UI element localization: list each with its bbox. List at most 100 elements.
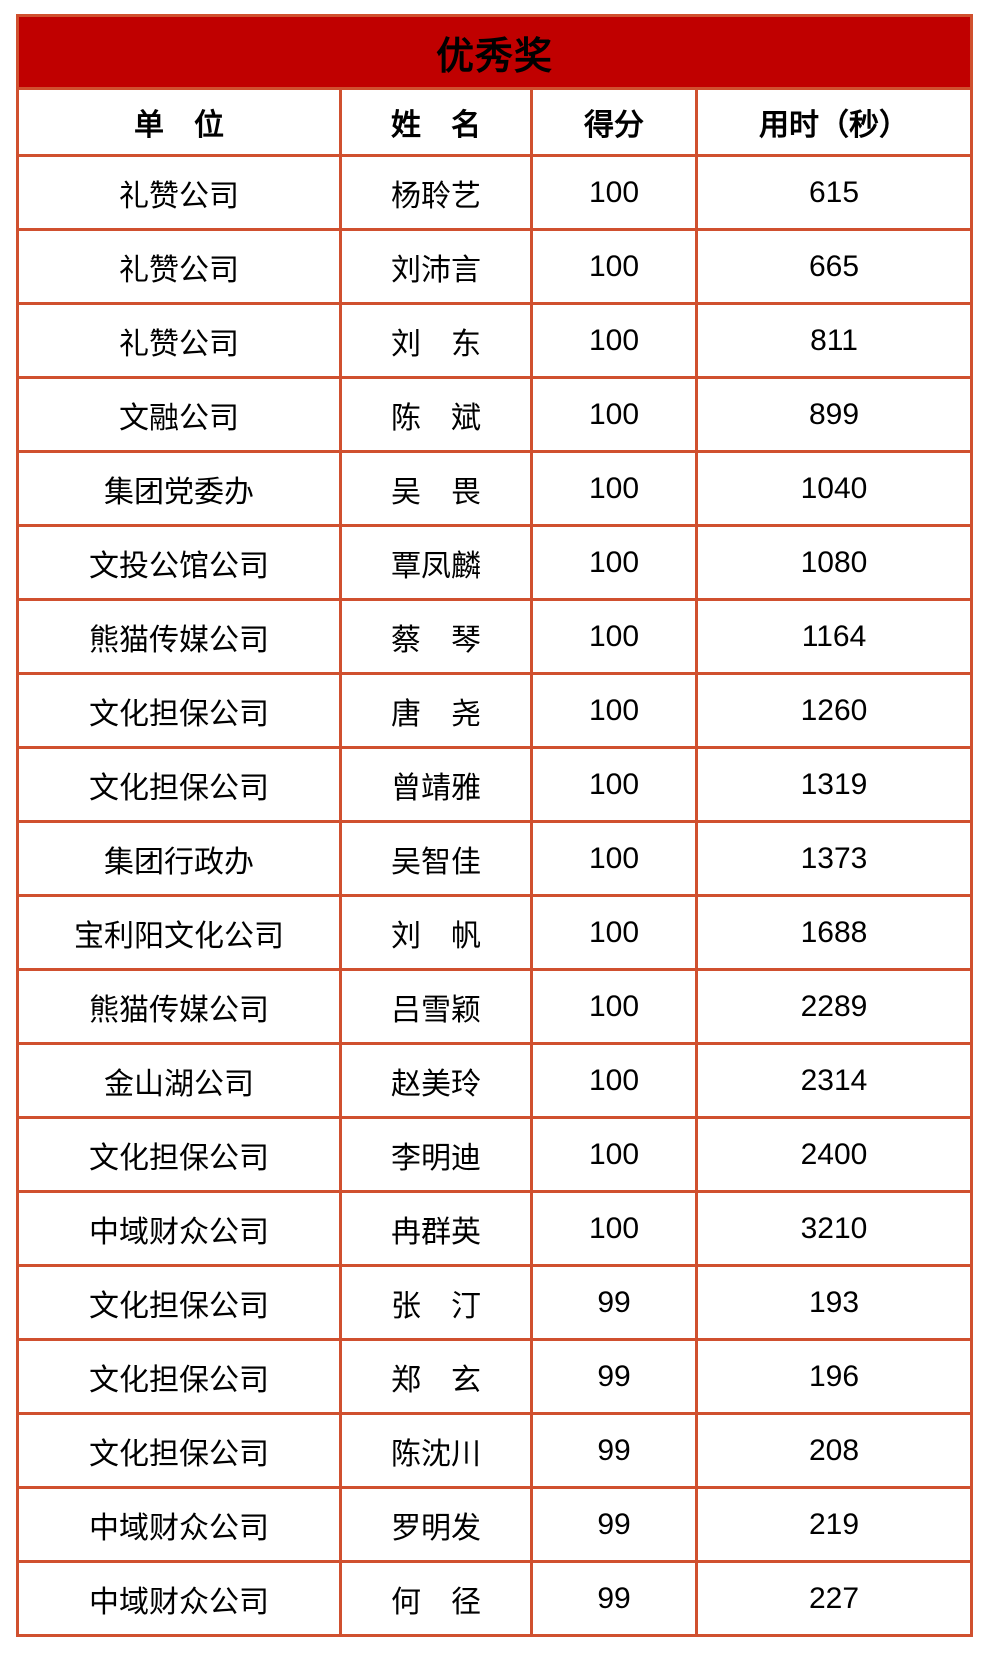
cell-score: 100: [530, 154, 698, 231]
header-row: 单 位 姓 名 得分 用时（秒）: [16, 87, 974, 157]
table-body: 礼赞公司 杨聆艺 100 615 礼赞公司 刘沛言 100 665 礼赞公司 刘…: [16, 154, 974, 1637]
table-row: 中域财众公司 何 径 99 227: [16, 1560, 974, 1637]
cell-unit: 中域财众公司: [16, 1486, 342, 1563]
cell-score: 99: [530, 1412, 698, 1489]
cell-name: 杨聆艺: [339, 154, 533, 231]
cell-time: 219: [694, 1486, 974, 1563]
column-header-time: 用时（秒）: [694, 87, 974, 157]
table-title: 优秀奖: [15, 14, 974, 90]
cell-time: 665: [694, 228, 974, 305]
table-row: 文化担保公司 陈沈川 99 208: [16, 1412, 974, 1489]
table-row: 熊猫传媒公司 蔡 琴 100 1164: [16, 598, 974, 675]
cell-time: 196: [694, 1338, 974, 1415]
cell-time: 1319: [694, 746, 974, 823]
cell-score: 100: [530, 450, 698, 527]
cell-unit: 礼赞公司: [16, 154, 342, 231]
cell-score: 99: [530, 1338, 698, 1415]
cell-time: 2289: [694, 968, 974, 1045]
cell-score: 100: [530, 1042, 698, 1119]
table-row: 文化担保公司 李明迪 100 2400: [16, 1116, 974, 1193]
cell-time: 811: [694, 302, 974, 379]
cell-time: 615: [694, 154, 974, 231]
table-row: 文化担保公司 张 汀 99 193: [16, 1264, 974, 1341]
cell-score: 99: [530, 1560, 698, 1637]
cell-score: 99: [530, 1486, 698, 1563]
cell-name: 张 汀: [339, 1264, 533, 1341]
cell-name: 冉群英: [339, 1190, 533, 1267]
cell-score: 100: [530, 894, 698, 971]
cell-unit: 文化担保公司: [16, 672, 342, 749]
cell-unit: 文化担保公司: [16, 1264, 342, 1341]
cell-unit: 文化担保公司: [16, 1116, 342, 1193]
cell-unit: 礼赞公司: [16, 228, 342, 305]
cell-name: 陈沈川: [339, 1412, 533, 1489]
cell-score: 100: [530, 820, 698, 897]
cell-unit: 文投公馆公司: [16, 524, 342, 601]
cell-time: 1164: [694, 598, 974, 675]
cell-score: 100: [530, 672, 698, 749]
cell-score: 100: [530, 524, 698, 601]
cell-score: 99: [530, 1264, 698, 1341]
cell-time: 2314: [694, 1042, 974, 1119]
cell-unit: 文化担保公司: [16, 1338, 342, 1415]
cell-name: 刘 东: [339, 302, 533, 379]
title-row: 优秀奖: [15, 14, 974, 90]
table-row: 文化担保公司 郑 玄 99 196: [16, 1338, 974, 1415]
column-header-unit: 单 位: [16, 87, 342, 157]
cell-unit: 宝利阳文化公司: [16, 894, 342, 971]
cell-unit: 文化担保公司: [16, 746, 342, 823]
cell-unit: 礼赞公司: [16, 302, 342, 379]
cell-name: 刘 帆: [339, 894, 533, 971]
cell-name: 李明迪: [339, 1116, 533, 1193]
cell-unit: 文化担保公司: [16, 1412, 342, 1489]
cell-name: 吴智佳: [339, 820, 533, 897]
table-row: 集团行政办 吴智佳 100 1373: [16, 820, 974, 897]
cell-name: 蔡 琴: [339, 598, 533, 675]
cell-time: 193: [694, 1264, 974, 1341]
cell-score: 100: [530, 376, 698, 453]
table-row: 礼赞公司 刘 东 100 811: [16, 302, 974, 379]
cell-unit: 集团行政办: [16, 820, 342, 897]
table-row: 文化担保公司 唐 尧 100 1260: [16, 672, 974, 749]
table-row: 礼赞公司 刘沛言 100 665: [16, 228, 974, 305]
cell-unit: 集团党委办: [16, 450, 342, 527]
award-table: 优秀奖 单 位 姓 名 得分 用时（秒） 礼赞公司 杨聆艺 100 615 礼赞…: [15, 14, 974, 1637]
cell-score: 100: [530, 598, 698, 675]
cell-unit: 金山湖公司: [16, 1042, 342, 1119]
table-row: 文化担保公司 曾靖雅 100 1319: [16, 746, 974, 823]
cell-time: 1260: [694, 672, 974, 749]
cell-name: 罗明发: [339, 1486, 533, 1563]
cell-name: 赵美玲: [339, 1042, 533, 1119]
table-row: 礼赞公司 杨聆艺 100 615: [16, 154, 974, 231]
column-header-score: 得分: [530, 87, 698, 157]
cell-unit: 熊猫传媒公司: [16, 968, 342, 1045]
table-row: 熊猫传媒公司 吕雪颖 100 2289: [16, 968, 974, 1045]
cell-score: 100: [530, 1190, 698, 1267]
cell-name: 唐 尧: [339, 672, 533, 749]
table-row: 金山湖公司 赵美玲 100 2314: [16, 1042, 974, 1119]
column-header-name: 姓 名: [339, 87, 533, 157]
cell-name: 曾靖雅: [339, 746, 533, 823]
table-row: 文融公司 陈 斌 100 899: [16, 376, 974, 453]
cell-name: 覃凤麟: [339, 524, 533, 601]
cell-score: 100: [530, 1116, 698, 1193]
cell-unit: 中域财众公司: [16, 1560, 342, 1637]
cell-name: 吴 畏: [339, 450, 533, 527]
cell-time: 1688: [694, 894, 974, 971]
cell-time: 1373: [694, 820, 974, 897]
table-row: 中域财众公司 罗明发 99 219: [16, 1486, 974, 1563]
cell-unit: 中域财众公司: [16, 1190, 342, 1267]
cell-name: 何 径: [339, 1560, 533, 1637]
cell-name: 吕雪颖: [339, 968, 533, 1045]
cell-unit: 文融公司: [16, 376, 342, 453]
table-row: 中域财众公司 冉群英 100 3210: [16, 1190, 974, 1267]
table-row: 集团党委办 吴 畏 100 1040: [16, 450, 974, 527]
cell-time: 1080: [694, 524, 974, 601]
cell-time: 3210: [694, 1190, 974, 1267]
cell-score: 100: [530, 746, 698, 823]
cell-name: 郑 玄: [339, 1338, 533, 1415]
table-row: 文投公馆公司 覃凤麟 100 1080: [16, 524, 974, 601]
cell-time: 208: [694, 1412, 974, 1489]
cell-time: 227: [694, 1560, 974, 1637]
